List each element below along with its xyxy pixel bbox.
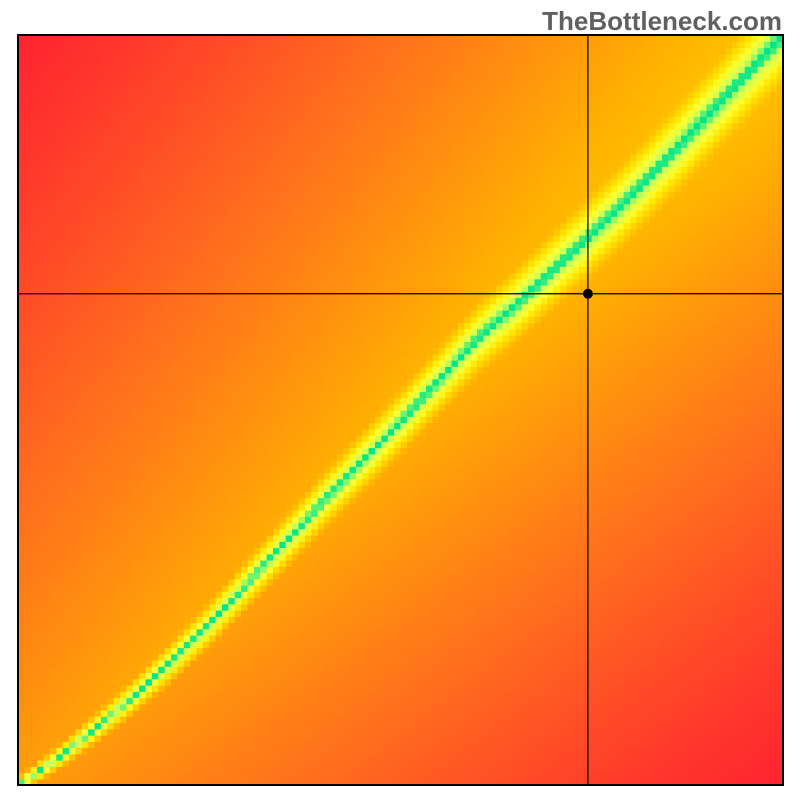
watermark-text: TheBottleneck.com xyxy=(542,6,782,37)
heatmap-cells xyxy=(18,35,784,786)
crosshair-dot xyxy=(583,289,593,299)
bottleneck-heatmap xyxy=(0,0,800,800)
